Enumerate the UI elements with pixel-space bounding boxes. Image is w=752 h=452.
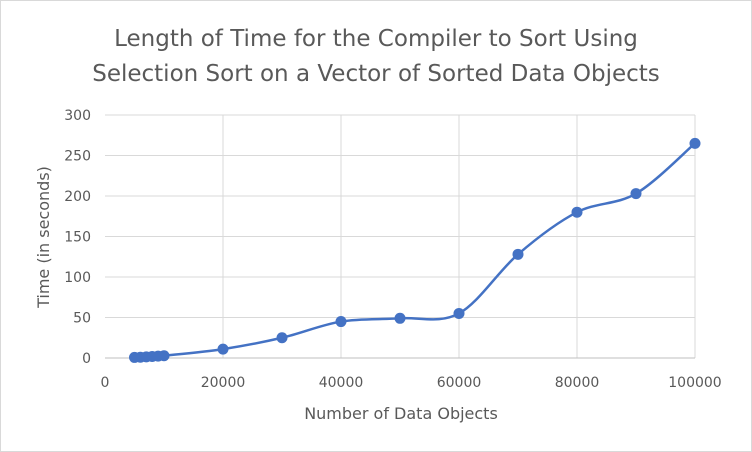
y-tick-label: 250 (64, 149, 91, 165)
y-axis-title: Time (in seconds) (34, 166, 53, 309)
series-line (134, 142, 696, 359)
chart-title-line-2: Selection Sort on a Vector of Sorted Dat… (92, 61, 660, 87)
x-tick-label: 80000 (555, 375, 600, 391)
chart-title-line-1: Length of Time for the Compiler to Sort … (114, 26, 638, 52)
y-tick-label: 300 (64, 108, 91, 124)
x-tick-label: 0 (101, 375, 110, 391)
x-axis-title: Number of Data Objects (304, 404, 498, 423)
data-point (276, 332, 288, 344)
data-point (217, 343, 229, 355)
data-point (689, 137, 701, 149)
y-tick-label: 0 (82, 351, 91, 367)
y-tick-label: 50 (73, 311, 91, 327)
data-point (158, 350, 170, 362)
x-tick-label: 20000 (201, 375, 246, 391)
y-tick-label: 150 (64, 230, 91, 246)
x-tick-label: 60000 (437, 375, 482, 391)
y-tick-label: 100 (64, 270, 91, 286)
gridlines (105, 114, 696, 358)
x-tick-label: 40000 (319, 375, 364, 391)
data-point (335, 316, 347, 328)
data-point (630, 188, 642, 200)
tick-labels: 0 50 100 150 200 250 300 0 20000 40000 60000 80000 1… (64, 108, 721, 391)
series-layer (129, 137, 701, 363)
x-tick-label: 100000 (668, 375, 721, 391)
data-point (394, 312, 406, 324)
data-point (512, 248, 524, 260)
y-tick-label: 200 (64, 189, 91, 205)
data-point (571, 206, 583, 218)
data-point (453, 307, 465, 319)
